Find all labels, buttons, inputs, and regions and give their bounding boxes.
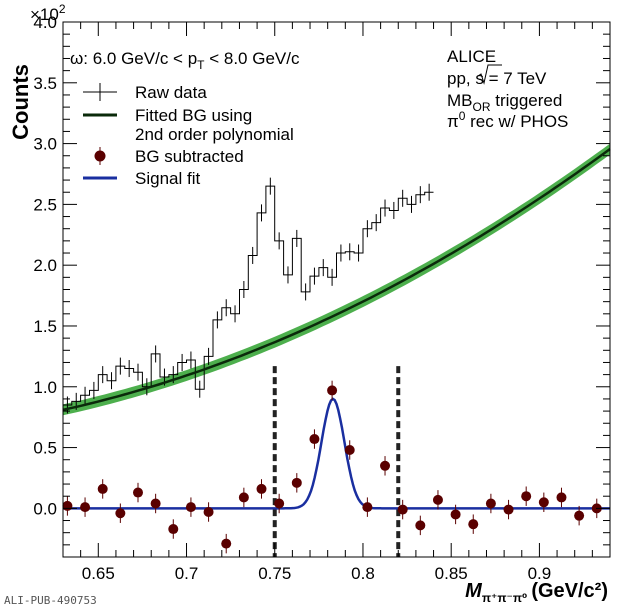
y-tick-label: 3.0	[33, 135, 57, 154]
bg-subtracted-point	[80, 502, 91, 513]
y-tick-label: 1.0	[33, 378, 57, 397]
legend-header-main: ω: 6.0 GeV/c < p	[70, 49, 197, 68]
bg-subtracted-point	[415, 520, 426, 531]
x-title-sub: π⁺π⁻π⁰	[482, 591, 528, 605]
legend-raw-label: Raw data	[135, 83, 207, 102]
bg-subtracted-point	[521, 491, 532, 502]
legend-bgsub-label: BG subtracted	[135, 147, 244, 166]
annotation-energy-c: = 7 TeV	[484, 69, 547, 88]
y-tick-label: 0.5	[33, 439, 57, 458]
signal-fit-curve	[63, 397, 610, 510]
bg-subtracted-point	[362, 502, 373, 513]
y-multiplier: ×102	[30, 2, 66, 24]
y-tick-label: 0.0	[33, 499, 57, 518]
bg-subtracted-point	[574, 510, 585, 521]
bg-subtracted-point	[62, 500, 73, 511]
legend-signal-label: Signal fit	[135, 169, 200, 188]
x-title-main: M	[465, 580, 483, 602]
bg-subtracted-point	[432, 494, 443, 505]
axis-ticks	[62, 21, 611, 558]
bg-subtracted-layer	[62, 380, 602, 554]
legend-header-tail: < 8.0 GeV/c	[205, 49, 300, 68]
y-tick-label: 2.5	[33, 195, 57, 214]
x-tick-label: 0.85	[435, 564, 468, 583]
footer-id: ALI-PUB-490753	[4, 594, 97, 607]
raw-data-layer	[63, 177, 434, 414]
sqrt-symbol	[477, 64, 502, 85]
bg-subtracted-point	[450, 509, 461, 520]
bg-subtracted-point	[256, 483, 267, 494]
bg-subtracted-point	[503, 504, 514, 515]
annotation-reco-c: rec w/ PHOS	[465, 112, 568, 131]
bg-subtracted-point	[397, 504, 408, 515]
bg-line-layer	[62, 147, 611, 412]
bg-subtracted-point	[380, 460, 391, 471]
bg-subtracted-point	[221, 538, 232, 549]
bg-subtracted-point	[538, 497, 549, 508]
legend-header-sub: T	[197, 58, 205, 72]
y-multiplier-base: ×10	[30, 5, 59, 24]
bg-fit-line	[62, 147, 611, 412]
x-tick-label: 0.7	[175, 564, 199, 583]
legend-bg-label: Fitted BG using	[135, 106, 252, 125]
annotation-trigger-a: MB	[447, 91, 473, 110]
legend-bgsub-symbol	[94, 147, 106, 165]
annotation-energy-b: s	[475, 69, 484, 88]
annotation-reco-a: π	[447, 112, 459, 131]
annotation-reco: π0 rec w/ PHOS	[447, 109, 568, 131]
annotation-reco-b: 0	[459, 109, 466, 123]
annotation-trigger-b: OR	[473, 100, 491, 114]
x-tick-label: 0.9	[528, 564, 552, 583]
x-tick-label: 0.75	[258, 564, 291, 583]
x-tick-label: 0.8	[351, 564, 375, 583]
bg-subtracted-point	[203, 507, 214, 518]
annotation-alice: ALICE	[447, 47, 496, 66]
y-tick-label: 4.0	[33, 13, 57, 32]
tick-labels: 0.0 0.5 1.0 1.5 2.0 2.5 3.0 3.5 4.0 0.65 0.7 0.75 0.…	[33, 13, 551, 583]
y-tick-label: 3.5	[33, 74, 57, 93]
bg-subtracted-point	[327, 385, 338, 396]
x-tick-label: 0.65	[82, 564, 115, 583]
legend-bg-label2: 2nd order polynomial	[135, 125, 294, 144]
bg-subtracted-point	[132, 487, 143, 498]
x-axis-title: Mπ⁺π⁻π⁰ (GeV/c²)	[465, 580, 608, 605]
signal-fit-layer	[63, 397, 610, 510]
bg-subtracted-point	[185, 502, 196, 513]
x-title-units: (GeV/c²)	[531, 580, 608, 602]
window-layer	[272, 366, 401, 557]
annotation-trigger: MBOR triggered	[447, 91, 562, 114]
bg-subtracted-point	[468, 519, 479, 530]
bg-subtracted-point	[344, 445, 355, 455]
bg-subtracted-point	[291, 477, 302, 488]
bg-subtracted-point	[97, 483, 108, 494]
bg-subtracted-point	[556, 492, 567, 503]
legend: Raw data Fitted BG using 2nd order polyn…	[83, 83, 294, 188]
bg-subtracted-point	[238, 492, 249, 503]
annotation-energy-a: pp,	[447, 69, 475, 88]
y-multiplier-exp: 2	[59, 2, 66, 16]
y-axis-title: Counts	[8, 64, 33, 140]
annotations: ALICE pp, s = 7 TeV MBOR triggered π0 re…	[447, 47, 568, 131]
bg-subtracted-point	[274, 498, 285, 509]
raw-data-histogram	[63, 185, 434, 406]
bg-subtracted-point	[485, 498, 496, 509]
y-tick-label: 2.0	[33, 256, 57, 275]
legend-raw-symbol	[83, 83, 117, 101]
bg-subtracted-point	[309, 434, 320, 445]
bg-subtracted-point	[150, 498, 161, 509]
y-tick-label: 1.5	[33, 317, 57, 336]
bg-subtracted-point	[168, 524, 179, 535]
bg-subtracted-point	[115, 508, 126, 519]
legend-header: ω: 6.0 GeV/c < pT < 8.0 GeV/c	[70, 49, 300, 72]
annotation-trigger-c: triggered	[491, 91, 563, 110]
annotation-energy: pp, s = 7 TeV	[447, 69, 547, 88]
